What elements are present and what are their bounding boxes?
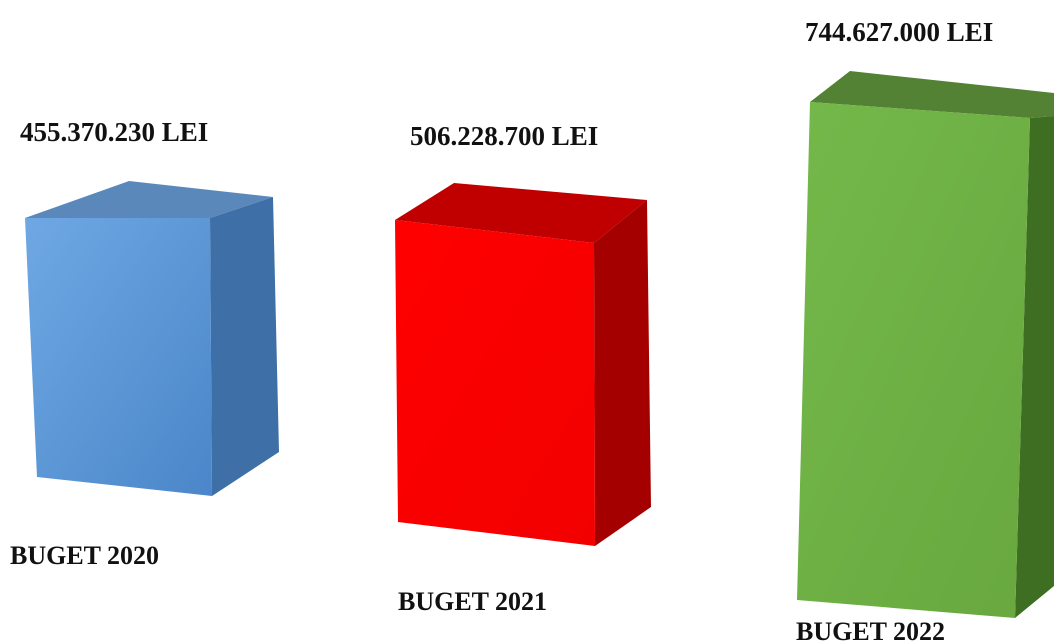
bar-2020-top (25, 181, 273, 218)
value-label-2022: 744.627.000 LEI (805, 17, 993, 47)
bar-buget-2022: 744.627.000 LEI BUGET 2022 (796, 17, 1054, 643)
category-label-2021: BUGET 2021 (398, 587, 547, 616)
bar-2021-top (395, 183, 647, 243)
bar-buget-2020: 455.370.230 LEI BUGET 2020 (10, 117, 279, 570)
bar-2020-side (210, 197, 279, 496)
bar-2022-top (810, 71, 1054, 118)
category-label-2020: BUGET 2020 (10, 541, 159, 570)
bar-2022-front (797, 102, 1030, 618)
value-label-2020: 455.370.230 LEI (20, 117, 208, 147)
value-label-2021: 506.228.700 LEI (410, 121, 598, 151)
bar-2020-front (25, 218, 212, 496)
bar-buget-2021: 506.228.700 LEI BUGET 2021 (395, 121, 651, 616)
category-label-2022: BUGET 2022 (796, 617, 945, 643)
bar-2021-side (594, 200, 651, 546)
bar-2021-front (395, 220, 595, 546)
bar-2022-side (1015, 116, 1054, 618)
